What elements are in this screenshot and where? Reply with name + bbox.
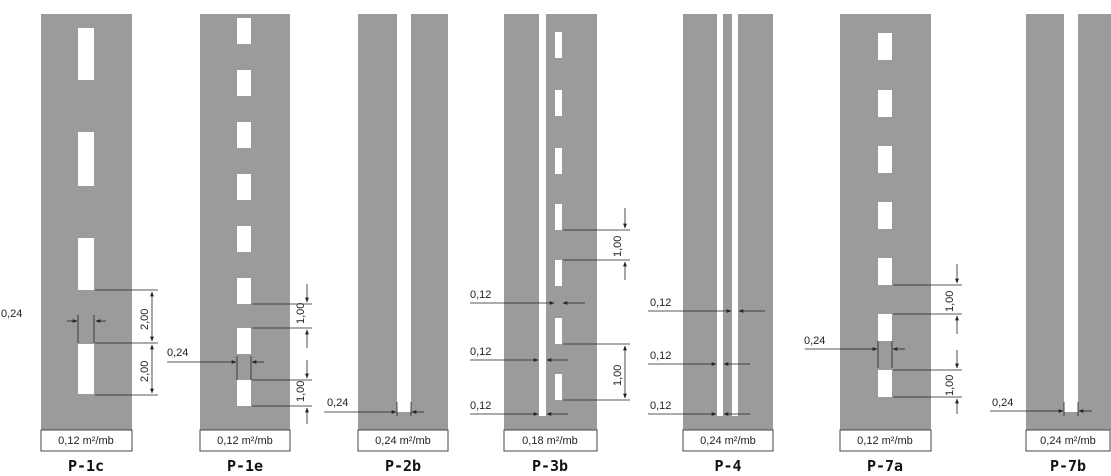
dim-width-label: 0,12 (470, 289, 491, 301)
panel-title: P-7b (1050, 457, 1086, 475)
road-strip (504, 14, 597, 430)
dash-marking (555, 204, 562, 230)
dash-marking (237, 380, 251, 406)
dim-dash-label: 1,00 (612, 365, 624, 386)
panel-title: P-1c (68, 457, 104, 475)
dash-marking (237, 18, 251, 44)
dim-width-label: 0,24 (992, 397, 1013, 409)
area-box (40, 429, 133, 452)
dash-marking (78, 28, 94, 80)
panel-title: P-7a (867, 457, 903, 475)
area-label: 0,18 m²/mb (522, 435, 578, 447)
dim-gap-label: 1,00 (944, 291, 956, 312)
area-box (839, 429, 932, 452)
dash-marking (555, 90, 562, 116)
panel-title: P-4 (714, 457, 741, 475)
dash-marking (555, 374, 562, 400)
area-label: 0,12 m²/mb (58, 435, 114, 447)
area-label: 0,24 m²/mb (1040, 435, 1096, 447)
area-box (199, 429, 291, 452)
area-box (1025, 429, 1111, 452)
panel-p-1c: 0,24 2,00 2,00 0,12 m²/mb P-1c (1, 14, 158, 475)
area-label: 0,12 m²/mb (857, 435, 913, 447)
dash-marking (878, 314, 892, 341)
dash-marking (555, 318, 562, 344)
dash-marking (878, 146, 892, 173)
dash-marking (878, 258, 892, 285)
dim-gap-label: 1,00 (295, 303, 307, 324)
panel-p-7b: 0,24 0,24 m²/mb P-7b (990, 14, 1111, 475)
dash-marking (237, 174, 251, 200)
panel-p-3b: 0,12 0,12 0,12 1,00 1,00 0,18 m²/mb P-3b (470, 14, 630, 475)
dash-marking (878, 90, 892, 117)
dash-marking (237, 278, 251, 304)
dim-width-label: 0,12 (470, 346, 491, 358)
area-box (682, 429, 774, 452)
dim-gap-label: 2,00 (139, 309, 151, 330)
dash-marking (78, 238, 94, 290)
panel-p-7a: 0,24 1,00 1,00 0,12 m²/mb P-7a (804, 14, 962, 475)
dim-dash-label: 1,00 (295, 381, 307, 402)
dash-marking (555, 148, 562, 174)
dim-gap-label: 1,00 (612, 236, 624, 257)
dim-width-label: 0,24 (804, 335, 825, 347)
dim-width-label: 0,12 (650, 297, 671, 309)
panel-p-1e: 0,24 1,00 1,00 0,12 m²/mb P-1e (167, 14, 312, 475)
panel-p-4: 0,12 0,12 0,12 0,24 m²/mb P-4 (648, 14, 774, 475)
solid-line-marking (1064, 14, 1078, 412)
dim-width-label: 0,12 (650, 350, 671, 362)
dash-marking (878, 202, 892, 229)
solid-line-marking (717, 14, 723, 416)
dash-marking (555, 260, 562, 286)
dash-marking (237, 70, 251, 96)
area-label: 0,24 m²/mb (700, 435, 756, 447)
dash-marking (78, 344, 94, 394)
road-strip (683, 14, 773, 430)
solid-line-marking (732, 14, 738, 416)
dash-marking (78, 132, 94, 186)
dash-marking (878, 370, 892, 397)
dim-dash-label: 1,00 (944, 375, 956, 396)
panel-title: P-2b (385, 457, 421, 475)
area-box (357, 429, 449, 452)
dim-width-label: 0,24 (327, 397, 348, 409)
dash-marking (555, 32, 562, 58)
dim-width-label: 0,12 (650, 400, 671, 412)
panel-p-2b: 0,24 0,24 m²/mb P-2b (324, 14, 449, 475)
area-label: 0,24 m²/mb (375, 435, 431, 447)
solid-line-marking (539, 14, 546, 416)
dash-marking (878, 33, 892, 60)
dim-width-label: 0,12 (470, 400, 491, 412)
solid-line-marking (397, 14, 411, 412)
dash-marking (237, 226, 251, 252)
area-box (503, 429, 598, 452)
dim-width-label: 0,24 (167, 347, 188, 359)
dim-width-label: 0,24 (1, 308, 22, 320)
dash-marking (237, 328, 251, 354)
dim-dash-label: 2,00 (139, 361, 151, 382)
dash-marking (237, 122, 251, 148)
panel-title: P-1e (227, 457, 263, 475)
panel-title: P-3b (532, 457, 568, 475)
area-label: 0,12 m²/mb (217, 435, 273, 447)
